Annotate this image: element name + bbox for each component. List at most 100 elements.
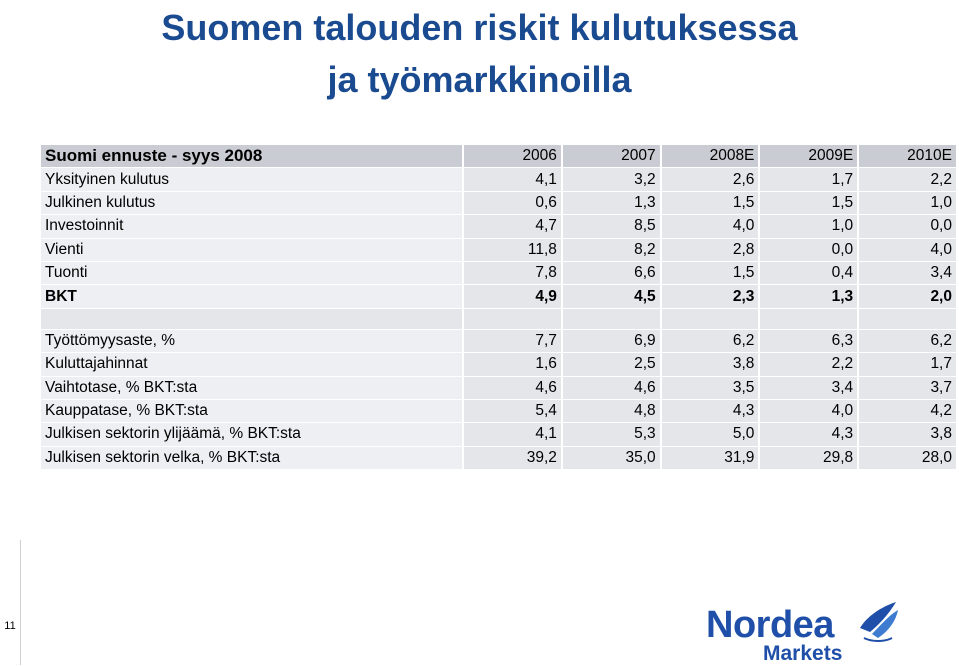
cell-value: 2010E xyxy=(859,145,958,169)
row-label: Työttömyysaste, % xyxy=(41,329,465,354)
cell-value: 1,7 xyxy=(760,168,860,192)
table-row: Työttömyysaste, % 7,7 6,9 6,2 6,3 6,2 xyxy=(41,329,958,354)
cell-value: 4,9 xyxy=(464,285,563,309)
cell-value: 0,0 xyxy=(760,238,860,262)
nordea-markets-logo: Nordea Markets xyxy=(706,598,906,666)
cell-value: 3,4 xyxy=(859,261,958,286)
sailboat-icon xyxy=(860,602,898,642)
cell-value xyxy=(562,308,662,330)
row-label: Vienti xyxy=(41,238,465,262)
row-label: Julkinen kulutus xyxy=(41,191,465,216)
cell-value: 1,0 xyxy=(859,191,958,216)
table-row: Yksityinen kulutus 4,1 3,2 2,6 1,7 2,2 xyxy=(41,168,958,192)
table-row: Julkinen kulutus 0,6 1,3 1,5 1,5 1,0 xyxy=(41,191,958,216)
logo-subtitle: Markets xyxy=(763,642,843,665)
cell-value: 4,0 xyxy=(760,399,860,424)
cell-value: 1,5 xyxy=(760,191,860,216)
cell-value: 1,0 xyxy=(760,215,860,239)
cell-value: 1,3 xyxy=(562,191,662,216)
table-row: Julkisen sektorin ylijäämä, % BKT:sta 4,1… xyxy=(41,423,958,447)
cell-value: 2006 xyxy=(464,145,563,169)
row-label: Kuluttajahinnat xyxy=(41,353,465,377)
cell-value: 2009E xyxy=(760,145,860,169)
cell-value: 4,5 xyxy=(562,285,662,309)
page-number: 11 xyxy=(4,620,16,632)
forecast-table-body: Suomi ennuste - syys 2008 2006 2007 2008E 20… xyxy=(41,145,958,471)
cell-value: 7,7 xyxy=(464,329,563,354)
table-row: Tuonti 7,8 6,6 1,5 0,4 3,4 xyxy=(41,261,958,286)
cell-value: 0,4 xyxy=(760,261,860,286)
cell-value: 0,0 xyxy=(859,215,958,239)
cell-value: 6,3 xyxy=(760,329,860,354)
cell-value: 4,7 xyxy=(464,215,563,239)
cell-value: 2,2 xyxy=(760,353,860,377)
table-row: Vienti 11,8 8,2 2,8 0,0 4,0 xyxy=(41,238,958,262)
cell-value: 6,2 xyxy=(661,329,761,354)
cell-value: 8,2 xyxy=(562,238,662,262)
row-label: Julkisen sektorin velka, % BKT:sta xyxy=(41,446,465,471)
table-row: Julkisen sektorin velka, % BKT:sta 39,2 35… xyxy=(41,446,958,471)
cell-value: 8,5 xyxy=(562,215,662,239)
cell-value xyxy=(760,308,860,330)
cell-value: 1,6 xyxy=(464,353,563,377)
cell-value: 4,6 xyxy=(464,376,563,400)
cell-value: 29,8 xyxy=(760,446,860,471)
row-label: Suomi ennuste - syys 2008 xyxy=(41,145,465,169)
row-label: Vaihtotase, % BKT:sta xyxy=(41,376,465,400)
cell-value: 2008E xyxy=(661,145,761,169)
cell-value: 11,8 xyxy=(464,238,563,262)
table-header-row: Suomi ennuste - syys 2008 2006 2007 2008E 20… xyxy=(41,145,958,169)
cell-value: 28,0 xyxy=(859,446,958,471)
cell-value xyxy=(464,308,563,330)
cell-value: 1,7 xyxy=(859,353,958,377)
cell-value: 4,0 xyxy=(661,215,761,239)
cell-value: 7,8 xyxy=(464,261,563,286)
cell-value: 0,6 xyxy=(464,191,563,216)
cell-value: 2,3 xyxy=(661,285,761,309)
row-label: Kauppatase, % BKT:sta xyxy=(41,399,465,424)
cell-value: 39,2 xyxy=(464,446,563,471)
table-row: Investoinnit 4,7 8,5 4,0 1,0 0,0 xyxy=(41,215,958,239)
cell-value: 2,8 xyxy=(661,238,761,262)
cell-value: 4,3 xyxy=(760,423,860,447)
row-label xyxy=(41,308,465,330)
cell-value: 2007 xyxy=(562,145,662,169)
cell-value: 3,5 xyxy=(661,376,761,400)
cell-value: 6,9 xyxy=(562,329,662,354)
logo-wordmark: Nordea xyxy=(706,604,834,646)
row-label: Tuonti xyxy=(41,261,465,286)
table-spacer-row xyxy=(41,308,958,330)
cell-value: 5,0 xyxy=(661,423,761,447)
forecast-table: Suomi ennuste - syys 2008 2006 2007 2008E 20… xyxy=(41,145,958,471)
row-label: Investoinnit xyxy=(41,215,465,239)
cell-value: 6,2 xyxy=(859,329,958,354)
cell-value: 2,5 xyxy=(562,353,662,377)
cell-value: 4,1 xyxy=(464,423,563,447)
row-label: BKT xyxy=(41,285,465,309)
title-line-2: ja työmarkkinoilla xyxy=(327,59,632,100)
cell-value: 4,2 xyxy=(859,399,958,424)
cell-value xyxy=(859,308,958,330)
cell-value: 3,8 xyxy=(661,353,761,377)
cell-value: 5,4 xyxy=(464,399,563,424)
row-label: Julkisen sektorin ylijäämä, % BKT:sta xyxy=(41,423,465,447)
cell-value: 2,0 xyxy=(859,285,958,309)
cell-value: 4,3 xyxy=(661,399,761,424)
cell-value: 1,5 xyxy=(661,191,761,216)
cell-value: 4,0 xyxy=(859,238,958,262)
slide-title: Suomen talouden riskit kulutuksessa ja t… xyxy=(0,2,959,106)
cell-value: 4,1 xyxy=(464,168,563,192)
cell-value: 3,4 xyxy=(760,376,860,400)
cell-value: 4,8 xyxy=(562,399,662,424)
cell-value: 2,6 xyxy=(661,168,761,192)
cell-value xyxy=(661,308,761,330)
cell-value: 35,0 xyxy=(562,446,662,471)
table-row: BKT 4,9 4,5 2,3 1,3 2,0 xyxy=(41,285,958,309)
cell-value: 3,2 xyxy=(562,168,662,192)
page-divider xyxy=(20,540,21,665)
cell-value: 2,2 xyxy=(859,168,958,192)
row-label: Yksityinen kulutus xyxy=(41,168,465,192)
cell-value: 1,3 xyxy=(760,285,860,309)
cell-value: 31,9 xyxy=(661,446,761,471)
cell-value: 1,5 xyxy=(661,261,761,286)
